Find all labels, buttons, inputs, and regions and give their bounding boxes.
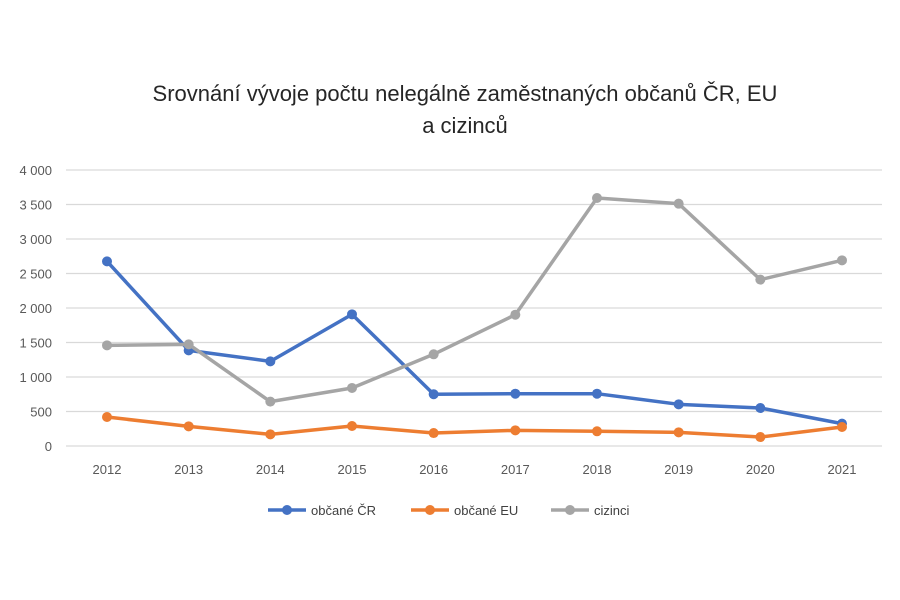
x-tick-label: 2018	[583, 462, 612, 477]
data-point	[265, 429, 276, 440]
data-point	[347, 382, 357, 393]
x-tick-label: 2015	[338, 462, 367, 477]
legend-label: občané EU	[454, 503, 518, 518]
chart-title-line1: Srovnání vývoje počtu nelegálně zaměstna…	[152, 81, 778, 106]
x-tick-label: 2016	[419, 462, 448, 477]
data-point	[592, 426, 602, 437]
data-point	[265, 356, 276, 367]
legend-marker	[282, 505, 292, 515]
x-tick-label: 2017	[501, 462, 530, 477]
data-point	[183, 421, 194, 432]
data-point	[428, 428, 439, 439]
y-tick-label: 1 000	[19, 370, 52, 385]
data-point	[102, 412, 112, 423]
y-tick-label: 3 000	[19, 232, 52, 247]
data-point	[837, 255, 847, 266]
chart-title: Srovnání vývoje počtu nelegálně zaměstna…	[0, 78, 900, 142]
data-point	[510, 425, 521, 436]
y-tick-label: 2 500	[19, 267, 52, 282]
chart-title-line2: a cizinců	[422, 113, 508, 138]
data-point	[673, 399, 684, 410]
x-tick-label: 2014	[256, 462, 285, 477]
data-point	[755, 432, 766, 443]
series-line-0	[105, 260, 843, 426]
y-tick-label: 500	[30, 405, 52, 420]
data-point	[102, 256, 112, 267]
y-tick-label: 2 000	[19, 301, 52, 316]
data-point	[510, 309, 521, 320]
data-point	[265, 396, 276, 407]
data-point	[592, 193, 602, 204]
x-tick-label: 2021	[828, 462, 857, 477]
data-point	[347, 420, 357, 431]
data-point	[102, 340, 112, 351]
data-point	[347, 309, 357, 320]
series-line-1	[106, 415, 843, 439]
y-tick-label: 1 500	[19, 336, 52, 351]
data-point	[755, 402, 766, 413]
series-line-2	[106, 196, 843, 404]
data-point	[673, 198, 684, 209]
x-tick-label: 2020	[746, 462, 775, 477]
data-point	[837, 422, 847, 433]
x-tick-label: 2012	[93, 462, 122, 477]
legend-label: cizinci	[594, 503, 630, 518]
data-point	[755, 274, 766, 285]
x-tick-label: 2013	[174, 462, 203, 477]
data-point	[592, 388, 602, 399]
y-tick-label: 3 500	[19, 198, 52, 213]
y-tick-label: 4 000	[19, 163, 52, 178]
x-tick-label: 2019	[664, 462, 693, 477]
data-point	[428, 349, 439, 360]
legend-label: občané ČR	[311, 503, 376, 518]
data-point	[510, 388, 521, 399]
data-point	[428, 389, 439, 400]
data-point	[673, 427, 684, 438]
data-point	[183, 339, 194, 350]
y-tick-label: 0	[45, 439, 52, 454]
legend-marker	[425, 505, 435, 515]
legend-marker	[565, 505, 575, 515]
